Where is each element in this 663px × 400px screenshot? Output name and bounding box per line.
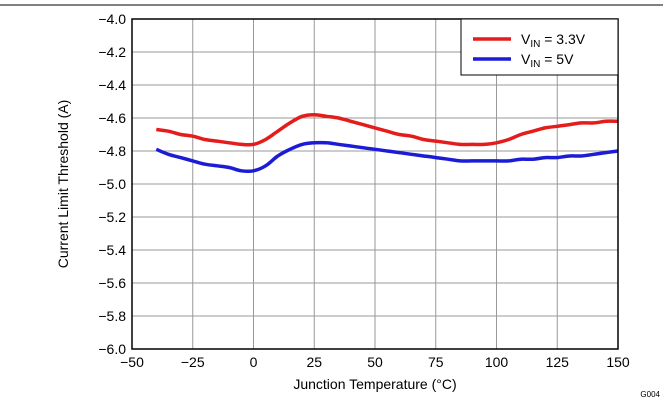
y-tick-label: −6.0 xyxy=(98,341,126,357)
legend-box xyxy=(460,18,619,76)
x-tick-label: 50 xyxy=(367,354,383,370)
x-axis-label: Junction Temperature (°C) xyxy=(293,376,456,392)
legend-label-main: V xyxy=(521,51,531,67)
y-tick-label: −5.2 xyxy=(98,209,126,225)
legend-label: VIN = 3.3V xyxy=(521,31,586,50)
x-tick-labels: −50 −25 0 25 50 75 100 125 150 xyxy=(120,354,630,370)
legend-label-rest: = 3.3V xyxy=(540,31,585,47)
series-line-vin-3v3 xyxy=(156,112,619,147)
series-group xyxy=(155,112,619,174)
x-tick-label: 125 xyxy=(546,354,570,370)
y-tick-label: −5.0 xyxy=(98,176,126,192)
legend-label-main: V xyxy=(521,31,531,47)
y-tick-label: −4.2 xyxy=(98,44,126,60)
y-tick-labels: −4.0 −4.2 −4.4 −4.6 −4.8 −5.0 −5.2 −5.4 −5.6 −5.8… xyxy=(98,11,126,357)
x-tick-label: 100 xyxy=(485,354,509,370)
plot-frame xyxy=(131,18,619,350)
x-tick-label: 150 xyxy=(606,354,630,370)
x-tick-label: −50 xyxy=(120,354,144,370)
x-tick-label: 25 xyxy=(306,354,322,370)
y-axis-label: Current Limit Threshold (A) xyxy=(55,100,71,269)
legend-label-rest: = 5V xyxy=(540,51,574,67)
x-tick-label: −25 xyxy=(181,354,205,370)
legend-label-sub: IN xyxy=(530,59,540,70)
series-line-vin-5v xyxy=(155,140,619,174)
y-tick-label: −4.6 xyxy=(98,110,126,126)
y-tick-label: −4.4 xyxy=(98,77,126,93)
legend-label-sub: IN xyxy=(530,39,540,50)
y-tick-label: −5.6 xyxy=(98,275,126,291)
x-tick-label: 75 xyxy=(428,354,444,370)
figure-code: G004 xyxy=(640,390,660,399)
x-tick-label: 0 xyxy=(250,354,258,370)
y-tick-label: −4.8 xyxy=(98,143,126,159)
legend-label: VIN = 5V xyxy=(521,51,574,70)
y-tick-label: −5.8 xyxy=(98,308,126,324)
y-tick-label: −5.4 xyxy=(98,242,126,258)
y-tick-label: −4.0 xyxy=(98,11,126,27)
grid xyxy=(132,19,618,349)
